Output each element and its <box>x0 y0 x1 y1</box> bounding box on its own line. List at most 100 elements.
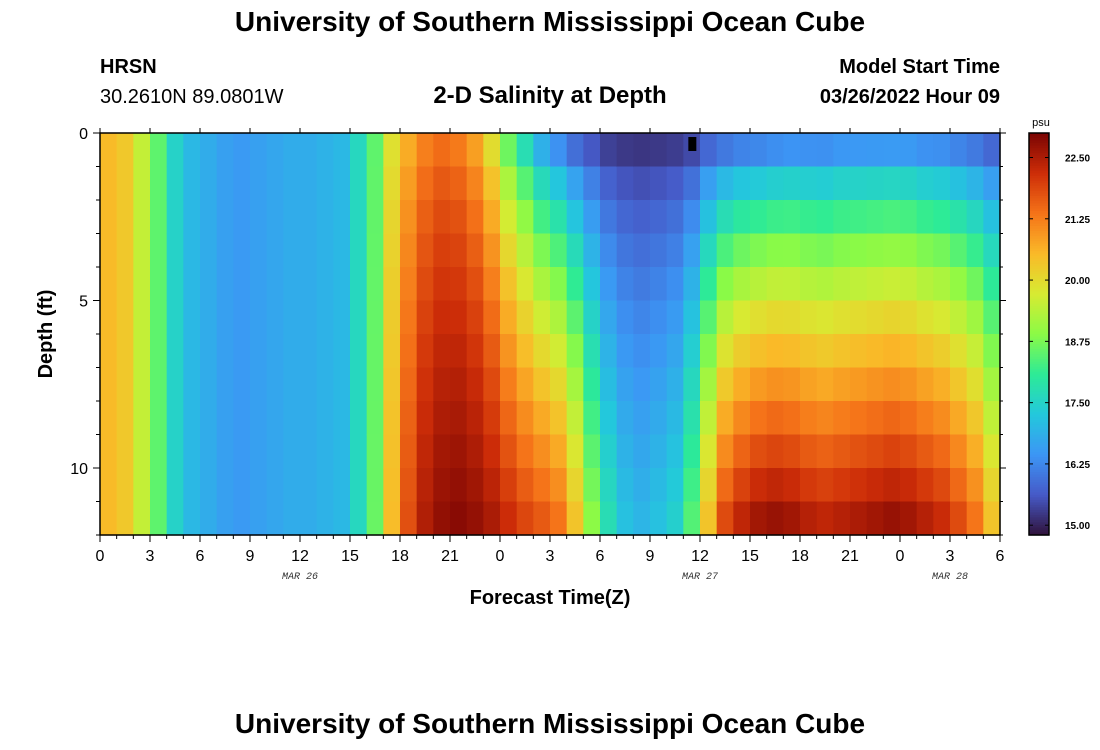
heatmap-cell <box>583 434 601 469</box>
heatmap-cell <box>100 267 118 302</box>
heatmap-cell <box>900 501 918 536</box>
heatmap-cell <box>633 334 651 369</box>
heatmap-cell <box>700 468 718 503</box>
heatmap-cell <box>383 434 401 469</box>
heatmap-cell <box>816 468 834 503</box>
heatmap-cell <box>966 133 984 168</box>
heatmap-cell <box>433 367 451 402</box>
heatmap-cell <box>516 300 534 335</box>
colorbar-segment <box>1029 452 1049 456</box>
heatmap-cell <box>216 166 234 201</box>
heatmap-cell <box>516 166 534 201</box>
colorbar-segment <box>1029 168 1049 172</box>
heatmap-cell <box>366 300 384 335</box>
heatmap-cell <box>966 501 984 536</box>
heatmap-cell <box>133 267 151 302</box>
heatmap-cell <box>716 133 734 168</box>
heatmap-cell <box>200 233 218 268</box>
heatmap-cells <box>100 133 1001 536</box>
colorbar-tick-label: 21.25 <box>1065 215 1090 226</box>
colorbar-segment <box>1029 246 1049 250</box>
x-tick-label: 9 <box>646 548 655 565</box>
heatmap-cell <box>216 233 234 268</box>
heatmap-cell <box>116 133 134 168</box>
heatmap-cell <box>716 233 734 268</box>
heatmap-cell <box>983 501 1001 536</box>
heatmap-cell <box>866 401 884 436</box>
heatmap-cell <box>966 200 984 235</box>
colorbar-segment <box>1029 339 1049 343</box>
footer-title: University of Southern Mississippi Ocean… <box>234 708 866 739</box>
heatmap-cell <box>166 401 184 436</box>
heatmap-cell <box>166 367 184 402</box>
heatmap-cell <box>466 200 484 235</box>
heatmap-cell <box>833 166 851 201</box>
colorbar-segment <box>1029 241 1049 245</box>
heatmap-cell <box>116 501 134 536</box>
heatmap-cell <box>133 468 151 503</box>
heatmap-cell <box>800 501 818 536</box>
colorbar-segment <box>1029 286 1049 290</box>
heatmap-cell <box>316 501 334 536</box>
heatmap-cell <box>850 434 868 469</box>
heatmap-cell <box>400 334 418 369</box>
heatmap-cell <box>966 434 984 469</box>
heatmap-cell <box>933 267 951 302</box>
colorbar-segment <box>1029 529 1049 534</box>
colorbar-segment <box>1029 225 1049 230</box>
heatmap-cell <box>583 401 601 436</box>
heatmap-cell <box>600 367 618 402</box>
heatmap-cell <box>100 300 118 335</box>
heatmap-cell <box>950 468 968 503</box>
heatmap-cell <box>550 401 568 436</box>
colorbar-segment <box>1029 251 1049 255</box>
heatmap-cell <box>150 133 168 168</box>
heatmap-cell <box>166 468 184 503</box>
heatmap-cell <box>200 166 218 201</box>
heatmap-cell <box>866 468 884 503</box>
heatmap-cell <box>733 233 751 268</box>
heatmap-cell <box>683 434 701 469</box>
chart-subtitle: 2-D Salinity at Depth <box>433 82 667 109</box>
heatmap-cell <box>283 334 301 369</box>
heatmap-cell <box>700 200 718 235</box>
heatmap-cell <box>816 334 834 369</box>
heatmap-cell <box>850 367 868 402</box>
heatmap-cell <box>200 468 218 503</box>
heatmap-cell <box>416 334 434 369</box>
model-start-label: Model Start Time <box>839 56 1000 78</box>
heatmap-cell <box>183 334 201 369</box>
heatmap-cell <box>950 267 968 302</box>
heatmap-cell <box>433 334 451 369</box>
colorbar-segment <box>1029 517 1049 521</box>
heatmap-cell <box>500 367 518 402</box>
heatmap-cell <box>566 233 584 268</box>
heatmap-cell <box>450 166 468 201</box>
heatmap-cell <box>783 367 801 402</box>
colorbar-segment <box>1029 462 1049 466</box>
heatmap-cell <box>500 200 518 235</box>
heatmap-cell <box>366 367 384 402</box>
heatmap-cell <box>633 434 651 469</box>
colorbar-segment <box>1029 243 1049 247</box>
heatmap-cell <box>350 501 368 536</box>
heatmap-cell <box>633 367 651 402</box>
heatmap-cell <box>666 501 684 536</box>
heatmap-cell <box>983 133 1001 168</box>
heatmap-cell <box>116 334 134 369</box>
heatmap-cell <box>950 367 968 402</box>
heatmap-cell <box>916 401 934 436</box>
x-tick-label: 3 <box>546 548 555 565</box>
heatmap-cell <box>333 468 351 503</box>
heatmap-cell <box>700 166 718 201</box>
heatmap-cell <box>816 133 834 168</box>
heatmap-cell <box>566 267 584 302</box>
heatmap-cell <box>583 334 601 369</box>
heatmap-cell <box>800 166 818 201</box>
heatmap-cell <box>850 133 868 168</box>
heatmap-cell <box>483 200 501 235</box>
heatmap-cell <box>600 166 618 201</box>
heatmap-cell <box>350 233 368 268</box>
heatmap-cell <box>400 434 418 469</box>
colorbar-segment <box>1029 195 1049 199</box>
